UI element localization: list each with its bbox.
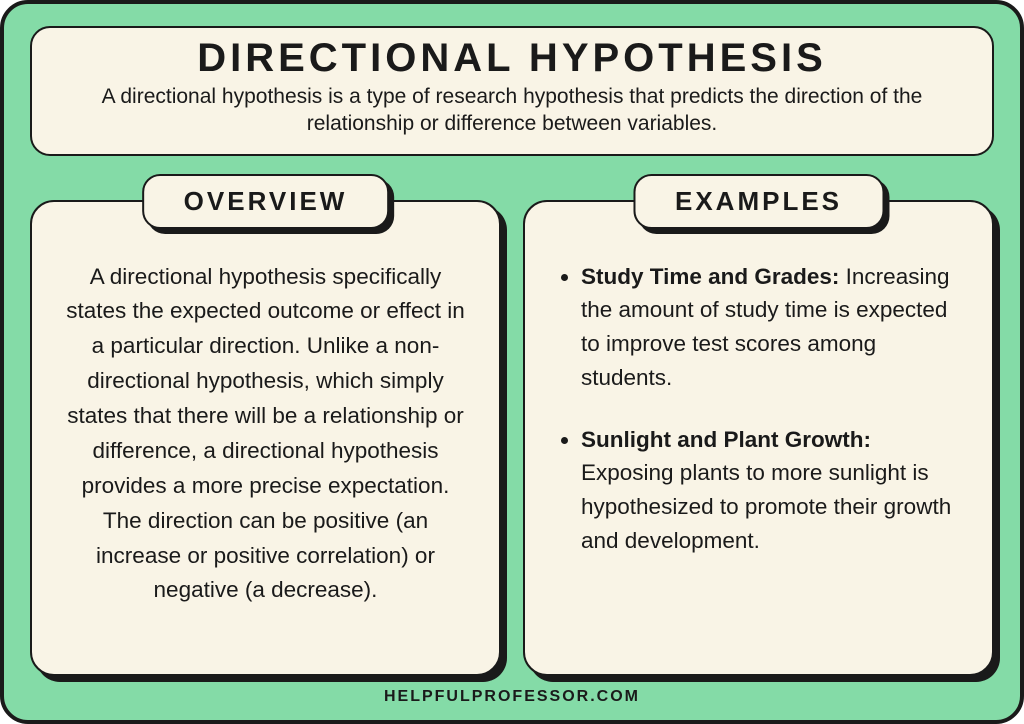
examples-label-pill: EXAMPLES [633, 174, 884, 229]
examples-label: EXAMPLES [633, 174, 884, 229]
examples-list: Study Time and Grades: Increasing the am… [553, 260, 964, 558]
example-title: Study Time and Grades: [581, 264, 839, 289]
footer-credit: HELPFULPROFESSOR.COM [30, 688, 994, 706]
overview-label: OVERVIEW [142, 174, 390, 229]
overview-column: OVERVIEW A directional hypothesis specif… [30, 200, 501, 676]
overview-label-pill: OVERVIEW [142, 174, 390, 229]
list-item: Sunlight and Plant Growth: Exposing plan… [581, 423, 964, 558]
infographic-frame: DIRECTIONAL HYPOTHESIS A directional hyp… [0, 0, 1024, 724]
examples-panel: Study Time and Grades: Increasing the am… [523, 200, 994, 676]
columns: OVERVIEW A directional hypothesis specif… [30, 200, 994, 676]
example-title: Sunlight and Plant Growth: [581, 427, 871, 452]
header-card: DIRECTIONAL HYPOTHESIS A directional hyp… [30, 26, 994, 156]
example-body: Exposing plants to more sunlight is hypo… [581, 460, 951, 553]
overview-panel: A directional hypothesis specifically st… [30, 200, 501, 676]
examples-column: EXAMPLES Study Time and Grades: Increasi… [523, 200, 994, 676]
page-subtitle: A directional hypothesis is a type of re… [72, 83, 952, 138]
page-title: DIRECTIONAL HYPOTHESIS [54, 36, 970, 81]
list-item: Study Time and Grades: Increasing the am… [581, 260, 964, 395]
overview-body: A directional hypothesis specifically st… [60, 260, 471, 609]
